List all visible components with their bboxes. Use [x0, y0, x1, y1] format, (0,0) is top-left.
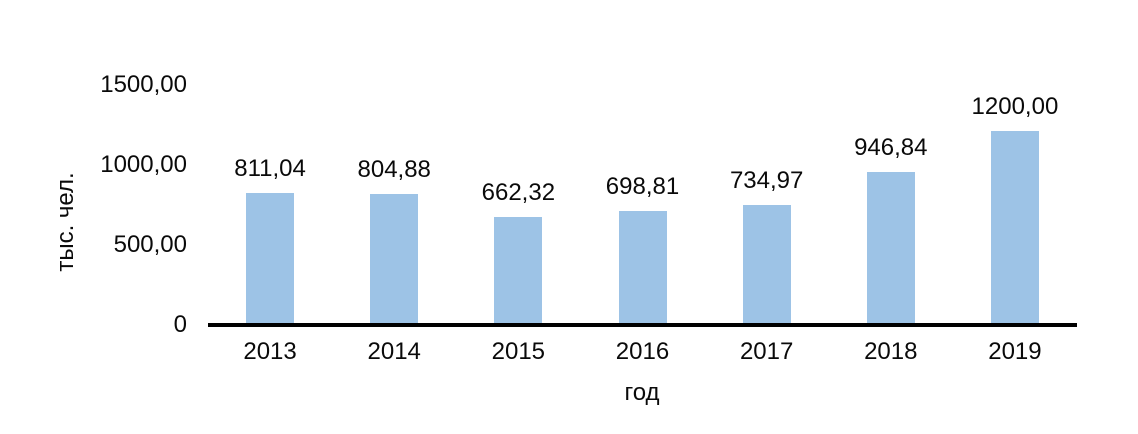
bar-value-label: 1200,00: [971, 93, 1059, 120]
bar-value-label: 946,84: [854, 133, 928, 161]
bar-2014: [370, 194, 419, 323]
bar-value-label: 734,97: [729, 167, 804, 195]
x-axis-title: год: [624, 379, 660, 406]
x-tick-label: 2015: [491, 338, 546, 365]
bar-2019: [990, 131, 1039, 323]
x-axis-line: [208, 323, 1077, 327]
bar-value-label: 662,32: [481, 179, 556, 207]
x-tick-label: 2019: [988, 338, 1042, 365]
bar-2016: [618, 211, 667, 323]
x-tick-label: 2014: [367, 338, 421, 365]
y-tick-label: 500,00: [113, 231, 187, 258]
y-tick-label: 1000,00: [100, 151, 187, 178]
bar-2017: [742, 205, 791, 323]
bar-value-label: 698,81: [605, 173, 680, 201]
bar-value-label: 811,04: [234, 155, 306, 183]
x-tick-label: 2017: [739, 338, 794, 365]
x-tick-label: 2018: [864, 338, 918, 365]
x-tick-label: 2013: [243, 338, 297, 365]
bar-2013: [246, 193, 295, 323]
y-tick-label: 1500,00: [100, 71, 187, 98]
y-tick-label: 0: [173, 311, 187, 338]
bar-value-label: 804,88: [357, 156, 431, 184]
bar-2015: [494, 217, 543, 323]
x-tick-label: 2016: [615, 338, 670, 365]
bar-2018: [866, 171, 915, 323]
